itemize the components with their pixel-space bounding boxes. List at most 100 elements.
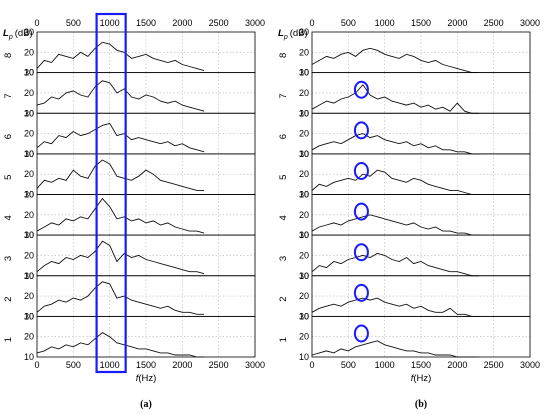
y-tick-label: 20: [299, 332, 309, 342]
series-label-1: 1: [3, 337, 14, 342]
x-tick-label-top: 500: [66, 18, 81, 28]
subplot-8: 10 20 30 8: [3, 27, 256, 78]
x-tick-label-bottom: 2500: [484, 360, 504, 370]
x-tick-label-top: 1000: [100, 18, 120, 28]
subplot-1: 10 20 30 1: [278, 311, 531, 362]
y-tick-label: 30: [299, 68, 309, 78]
x-tick-label-bottom: 0: [309, 360, 314, 370]
y-tick-label: 10: [299, 271, 309, 281]
series-label-8: 8: [278, 53, 289, 58]
y-tick-label: 10: [299, 108, 309, 118]
subplot-3: 10 20 30 3: [278, 230, 531, 281]
y-axis-label: Lp (dB): [3, 28, 33, 41]
x-tick-label-bottom: 3000: [245, 360, 265, 370]
x-tick-label-bottom: 2500: [209, 360, 229, 370]
series-line-8: [311, 47, 480, 74]
panel-label: (a): [140, 399, 152, 410]
chart-panel-b: 1020308102030710203061020305102030410203…: [278, 18, 540, 410]
highlight-circle: [353, 121, 369, 140]
y-tick-label: 20: [24, 169, 34, 179]
y-tick-label: 20: [299, 291, 309, 301]
y-axis-label: Lp (dB): [278, 28, 308, 41]
y-tick-label: 30: [24, 108, 34, 118]
highlight-circle: [353, 202, 369, 221]
x-tick-label-bottom: 1000: [375, 360, 395, 370]
highlight-rectangle: [95, 12, 127, 374]
series-line-3: [311, 252, 480, 277]
panel-label: (b): [415, 399, 427, 410]
x-tick-label-bottom: 2000: [447, 360, 467, 370]
y-tick-label: 10: [299, 230, 309, 240]
highlight-circle: [353, 243, 369, 262]
series-label-5: 5: [3, 175, 14, 180]
series-line-2: [311, 297, 480, 317]
y-tick-label: 20: [299, 169, 309, 179]
x-tick-label-bottom: 500: [341, 360, 356, 370]
y-axis-label-unit: (dB): [15, 28, 33, 39]
y-tick-label: 20: [299, 88, 309, 98]
x-tick-label-top: 3000: [245, 18, 265, 28]
x-axis-label: f(Hz): [136, 373, 157, 384]
x-tick-label-top: 0: [309, 18, 314, 28]
subplot-5: 10 20 30 5: [278, 149, 531, 200]
highlight-circle: [353, 161, 369, 180]
subplot-6: 10 20 30 6: [3, 108, 256, 159]
chart-panel-a: 1020308102030710203061020305102030410203…: [3, 12, 265, 410]
x-tick-label-top: 2000: [172, 18, 192, 28]
y-tick-label: 30: [299, 190, 309, 200]
x-tick-label-bottom: 500: [66, 360, 81, 370]
subplot-6: 10 20 30 6: [278, 108, 531, 159]
x-tick-label-bottom: 2000: [172, 360, 192, 370]
series-line-4: [311, 214, 480, 236]
series-label-4: 4: [278, 215, 289, 220]
series-label-8: 8: [3, 53, 14, 58]
series-line-7: [311, 84, 480, 114]
y-tick-label: 20: [24, 291, 34, 301]
subplot-2: 10 20 30 2: [3, 271, 256, 321]
subplot-7: 10 20 30 7: [278, 68, 531, 118]
series-label-5: 5: [278, 175, 289, 180]
subplot-2: 10 20 30 2: [278, 271, 531, 321]
series-label-3: 3: [3, 256, 14, 261]
y-tick-label: 20: [299, 47, 309, 57]
x-tick-label-top: 0: [34, 18, 39, 28]
y-tick-label: 30: [24, 27, 34, 37]
x-tick-label-top: 1500: [136, 18, 156, 28]
y-tick-label: 20: [24, 250, 34, 260]
series-line-8: [36, 41, 205, 72]
subplot-7: 10 20 30 7: [3, 68, 256, 118]
series-label-2: 2: [278, 296, 289, 301]
y-tick-label: 30: [299, 271, 309, 281]
series-label-6: 6: [278, 134, 289, 139]
subplot-3: 10 20 30 3: [3, 230, 256, 281]
series-line-7: [36, 80, 205, 112]
y-axis-label-unit: (dB): [290, 28, 308, 39]
y-tick-label: 10: [24, 68, 34, 78]
x-tick-label-bottom: 1000: [100, 360, 120, 370]
y-tick-label: 10: [24, 190, 34, 200]
x-tick-label-bottom: 1500: [411, 360, 431, 370]
y-tick-label: 20: [299, 250, 309, 260]
highlight-circle: [353, 80, 369, 99]
y-axis-label-symbol: L: [278, 28, 284, 39]
y-tick-label: 20: [24, 88, 34, 98]
y-tick-label: 10: [299, 149, 309, 159]
y-tick-label: 20: [24, 332, 34, 342]
x-tick-label-bottom: 1500: [136, 360, 156, 370]
highlight-circle: [353, 324, 369, 343]
y-tick-label: 20: [24, 210, 34, 220]
series-label-7: 7: [278, 93, 289, 98]
x-axis-label-unit: (Hz): [138, 373, 156, 384]
series-line-6: [36, 122, 205, 153]
series-line-3: [36, 240, 205, 275]
y-tick-label: 30: [24, 271, 34, 281]
x-tick-label-top: 2500: [209, 18, 229, 28]
series-line-2: [36, 281, 205, 315]
y-tick-label: 30: [24, 68, 34, 78]
y-tick-label: 30: [24, 230, 34, 240]
series-line-1: [311, 340, 480, 358]
series-line-5: [36, 159, 205, 191]
y-tick-label: 30: [299, 149, 309, 159]
x-tick-label-bottom: 3000: [520, 360, 540, 370]
